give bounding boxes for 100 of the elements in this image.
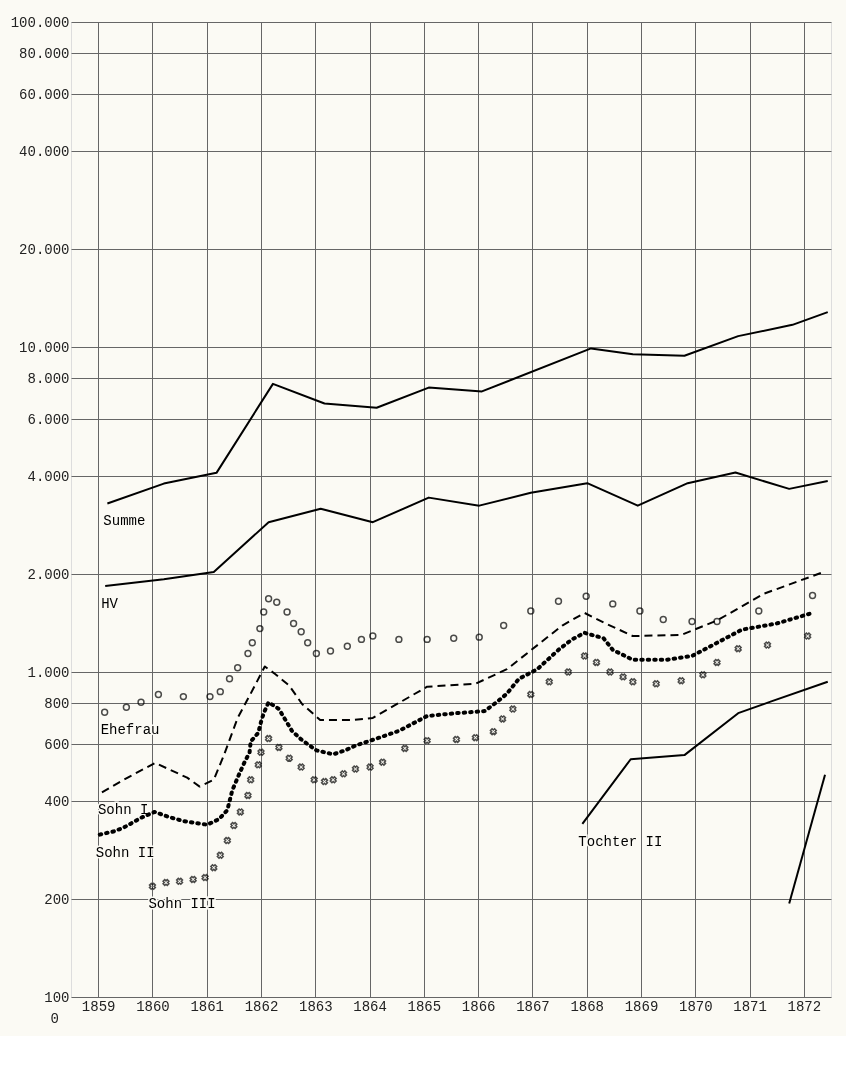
y-tick-label: 80.000 (19, 46, 70, 62)
y-tick-label: 10.000 (19, 339, 70, 356)
x-tick-label: 1865 (407, 998, 442, 1015)
point (619, 673, 627, 681)
point (475, 633, 483, 641)
point (527, 690, 535, 699)
point (230, 821, 238, 830)
y-tick-label: 800 (44, 696, 70, 712)
x-tick-label: 1871 (733, 998, 767, 1015)
point (582, 592, 590, 600)
point (808, 591, 817, 600)
point (312, 649, 321, 658)
point (297, 628, 305, 636)
y-tick-label: 40.000 (19, 143, 70, 160)
point (450, 634, 458, 642)
point (592, 658, 601, 667)
point (210, 863, 218, 872)
point (244, 649, 252, 658)
point (162, 878, 170, 887)
y-tick-label: 4.000 (27, 468, 70, 485)
point (659, 615, 667, 624)
point (264, 734, 273, 743)
x-tick-label: 1868 (570, 998, 605, 1015)
y-tick-label: 1.000 (27, 664, 70, 681)
x-tick-label: 1864 (353, 998, 387, 1015)
point (395, 635, 403, 644)
point (713, 658, 721, 667)
y-tick-label: 6.000 (27, 411, 70, 428)
x-tick-label: 1872 (787, 998, 822, 1015)
point (423, 736, 431, 745)
x-tick-label: 1867 (516, 998, 550, 1015)
point (652, 680, 660, 688)
point (609, 600, 617, 608)
x-tick-label: 1866 (461, 998, 496, 1015)
point (297, 763, 305, 771)
point (629, 678, 637, 686)
point (329, 776, 337, 784)
point (452, 735, 461, 744)
point (369, 632, 377, 640)
point (137, 698, 145, 706)
series-label: Summe (103, 513, 146, 530)
x-tick-label: 1863 (298, 998, 333, 1015)
point (223, 836, 232, 845)
x-tick-label: 1859 (81, 998, 116, 1015)
point (273, 598, 281, 606)
point (699, 671, 707, 679)
point (206, 692, 214, 701)
point (236, 808, 245, 816)
point (554, 597, 563, 606)
point (527, 607, 535, 615)
point (343, 642, 352, 650)
point (545, 678, 553, 686)
point (283, 608, 291, 616)
y-tick-label: 200 (44, 891, 70, 908)
point (509, 705, 517, 713)
point (763, 641, 772, 649)
point (320, 777, 329, 786)
point (303, 639, 312, 647)
y-tick-label: 8.000 (27, 371, 70, 387)
point (175, 877, 184, 885)
x-tick-label: 1861 (190, 998, 225, 1015)
point (244, 791, 252, 800)
x-tick-label: 1860 (136, 998, 170, 1015)
point (257, 748, 265, 757)
x-tick-label: 1869 (624, 998, 659, 1015)
point (378, 758, 387, 766)
point (148, 882, 157, 891)
point (734, 644, 742, 653)
point (247, 776, 255, 784)
point (154, 690, 163, 699)
point (357, 635, 366, 644)
text: 0 (50, 1011, 59, 1027)
point (310, 776, 318, 784)
point (179, 692, 188, 701)
y-tick-label: 2.000 (27, 566, 70, 583)
point (285, 754, 293, 762)
point (216, 851, 224, 859)
line-series (581, 680, 829, 825)
point (580, 652, 589, 660)
x-tick-label: 1862 (244, 998, 279, 1015)
point (339, 770, 348, 778)
point (264, 595, 273, 603)
point (351, 765, 360, 773)
point (803, 632, 812, 640)
point (216, 687, 224, 696)
line-series (104, 471, 829, 587)
point (755, 607, 763, 615)
point (225, 675, 234, 683)
point (677, 677, 685, 685)
point (201, 873, 209, 882)
point (122, 703, 131, 711)
line-series (106, 311, 829, 505)
y-tick-label: 60.000 (19, 86, 70, 103)
x-tick-label: 1870 (678, 998, 713, 1015)
point (189, 875, 197, 884)
point (688, 617, 696, 626)
point (713, 617, 721, 626)
y-tick-label: 100 (44, 989, 70, 1006)
point (564, 668, 572, 676)
point (498, 715, 507, 723)
